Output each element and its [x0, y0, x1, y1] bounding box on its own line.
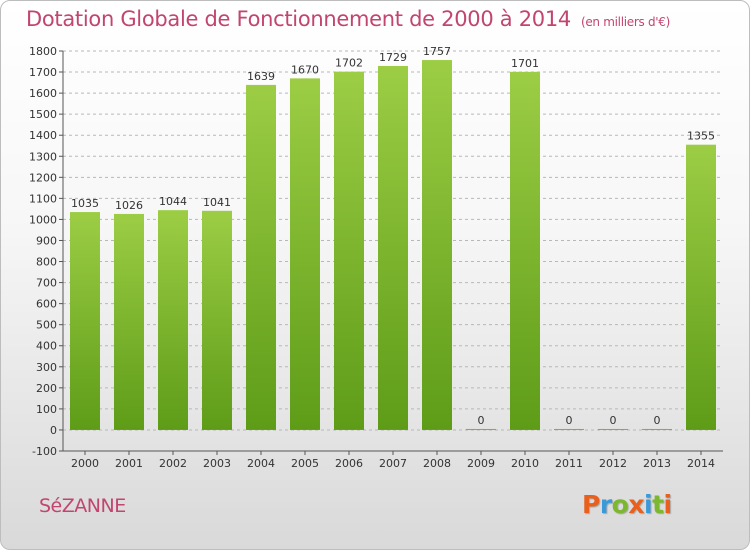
y-tick-label: 0	[50, 424, 57, 437]
value-label: 1355	[687, 130, 715, 143]
logo-letter: P	[582, 490, 600, 519]
y-tick-label: 1700	[29, 66, 57, 79]
logo-letter: i	[644, 490, 653, 519]
value-label: 0	[654, 414, 661, 427]
bar	[642, 428, 672, 430]
y-tick-label: 1600	[29, 87, 57, 100]
bar	[378, 65, 408, 430]
y-tick-label: 1300	[29, 150, 57, 163]
y-tick-label: 1500	[29, 108, 57, 121]
y-tick-label: 1000	[29, 213, 57, 226]
y-tick-label: 900	[36, 234, 57, 247]
y-tick-label: 300	[36, 361, 57, 374]
bar	[246, 84, 276, 430]
y-tick-label: 100	[36, 403, 57, 416]
value-label: 0	[566, 414, 573, 427]
bar	[422, 60, 452, 430]
y-tick-label: 500	[36, 319, 57, 332]
y-tick-label: 1100	[29, 192, 57, 205]
x-tick-label: 2011	[555, 457, 583, 470]
bar	[466, 428, 496, 430]
bar	[202, 210, 232, 430]
bar	[686, 144, 716, 430]
value-label: 1701	[511, 57, 539, 70]
x-tick-label: 2000	[71, 457, 99, 470]
logo-letter: o	[611, 490, 629, 519]
chart-title-text: Dotation Globale de Fonctionnement de 20…	[26, 7, 571, 31]
x-tick-label: 2013	[643, 457, 671, 470]
y-tick-label: 800	[36, 256, 57, 269]
y-tick-label: 700	[36, 277, 57, 290]
bar-layer	[70, 60, 716, 430]
value-label: 1041	[203, 196, 231, 209]
logo-letter: i	[663, 490, 673, 519]
x-tick-label: 2009	[467, 457, 495, 470]
value-label: 1702	[335, 57, 363, 70]
x-tick-label: 2012	[599, 457, 627, 470]
value-label: 0	[610, 414, 617, 427]
value-label: 1729	[379, 51, 407, 64]
label-layer: -100010020030040050060070080090010001100…	[29, 45, 715, 470]
value-label: 0	[478, 414, 485, 427]
chart-unit: (en milliers d'€)	[580, 15, 670, 29]
bar	[510, 71, 540, 430]
bar	[598, 428, 628, 430]
y-tick-label: 1200	[29, 171, 57, 184]
x-tick-label: 2014	[687, 457, 715, 470]
value-label: 1639	[247, 70, 275, 83]
value-label: 1035	[71, 197, 99, 210]
bar	[114, 213, 144, 430]
bar	[290, 78, 320, 430]
x-tick-label: 2001	[115, 457, 143, 470]
y-tick-label: 600	[36, 298, 57, 311]
x-tick-label: 2005	[291, 457, 319, 470]
commune-name: SéZANNE	[39, 495, 126, 517]
bar	[158, 210, 188, 430]
x-tick-label: 2008	[423, 457, 451, 470]
value-label: 1044	[159, 195, 187, 208]
y-tick-label: 200	[36, 382, 57, 395]
x-tick-label: 2006	[335, 457, 363, 470]
logo-letter: x	[628, 490, 644, 519]
value-label: 1670	[291, 63, 319, 76]
y-tick-label: -100	[32, 445, 57, 458]
proxiti-logo[interactable]: Proxiti	[582, 490, 672, 519]
value-label: 1757	[423, 45, 451, 58]
bar	[334, 71, 364, 430]
y-tick-label: 1800	[29, 45, 57, 58]
x-tick-label: 2010	[511, 457, 539, 470]
x-tick-label: 2007	[379, 457, 407, 470]
logo-letter: r	[599, 490, 612, 519]
logo-letter: t	[652, 490, 664, 519]
chart-title: Dotation Globale de Fonctionnement de 20…	[26, 7, 670, 31]
y-tick-label: 1400	[29, 129, 57, 142]
x-tick-label: 2003	[203, 457, 231, 470]
x-tick-label: 2002	[159, 457, 187, 470]
bar	[554, 428, 584, 430]
value-label: 1026	[115, 199, 143, 212]
y-tick-label: 400	[36, 340, 57, 353]
x-tick-label: 2004	[247, 457, 275, 470]
bar	[70, 212, 100, 430]
